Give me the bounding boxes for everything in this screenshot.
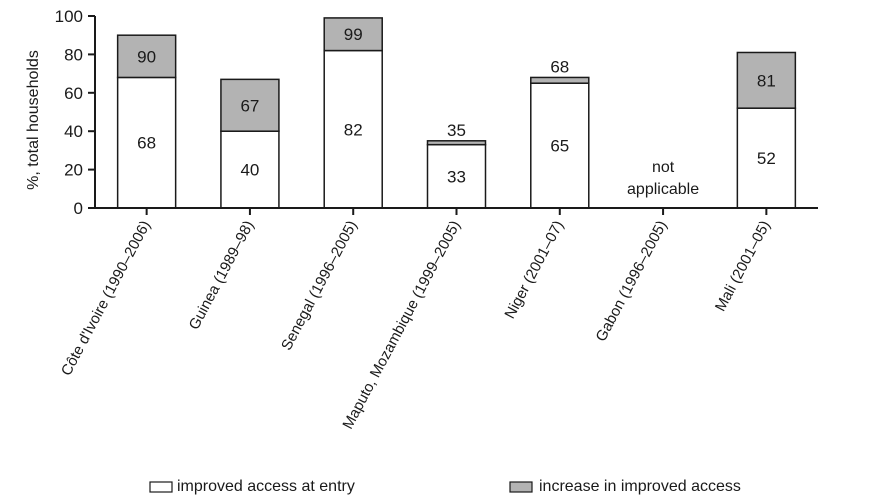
x-category-label: Guinea (1989–98) (186, 218, 258, 333)
x-category-label: Maputo, Mozambique (1999–2005) (339, 218, 464, 432)
bar-label-entry: 33 (447, 167, 466, 186)
x-category-label: Côte d'Ivoire (1990–2006) (58, 218, 154, 379)
bar-increase (530, 76, 590, 84)
bar-label-entry: 52 (757, 149, 776, 168)
y-axis: 0 20 40 60 80 100 (55, 7, 96, 218)
y-axis-label: %, total households (25, 50, 42, 190)
x-axis: Côte d'Ivoire (1990–2006) Guinea (1989–98… (58, 207, 818, 432)
legend-increase-swatch (509, 481, 533, 493)
x-category-label: Niger (2001–07) (501, 218, 567, 322)
bar-increase (220, 78, 280, 132)
bar-entry (220, 130, 280, 209)
bar-label-entry: 68 (137, 134, 156, 153)
legend: improved access at entry increase in impr… (149, 478, 741, 495)
bar-increase (323, 17, 383, 52)
bar-label-total: 67 (240, 96, 259, 115)
bar-label-entry: 65 (550, 137, 569, 156)
bars: 68 90 40 67 82 99 33 35 65 68 52 81 not applicable (116, 17, 797, 209)
y-tick-label: 80 (64, 45, 83, 64)
y-tick-label: 20 (64, 161, 83, 180)
bar-label-total: 99 (344, 25, 363, 44)
not-applicable-label: not (652, 159, 675, 176)
legend-increase-label: increase in improved access (539, 478, 741, 495)
x-category-label: Senegal (1996–2005) (278, 218, 361, 353)
bar-label-total: 81 (757, 71, 776, 90)
bar-entry (426, 143, 487, 209)
bar-label-entry: 40 (240, 161, 259, 180)
bar-label-entry: 82 (344, 120, 363, 139)
bar-entry (530, 82, 590, 209)
bar-increase (736, 51, 797, 109)
bar-label-total: 35 (447, 121, 466, 140)
not-applicable-label: applicable (627, 181, 699, 198)
y-tick-label: 40 (64, 122, 83, 141)
bar-label-total: 90 (137, 47, 156, 66)
y-tick-label: 100 (55, 7, 83, 26)
legend-entry-label: improved access at entry (177, 478, 355, 495)
x-category-label: Gabon (1996–2005) (593, 218, 671, 345)
y-tick-label: 60 (64, 84, 83, 103)
bar-increase (426, 140, 487, 146)
bar-increase (116, 34, 177, 79)
bar-label-total: 68 (550, 57, 569, 76)
bar-entry (323, 49, 383, 209)
x-category-label: Mali (2001–05) (712, 218, 774, 314)
legend-entry-swatch (149, 481, 173, 493)
y-tick-label: 0 (74, 199, 83, 218)
